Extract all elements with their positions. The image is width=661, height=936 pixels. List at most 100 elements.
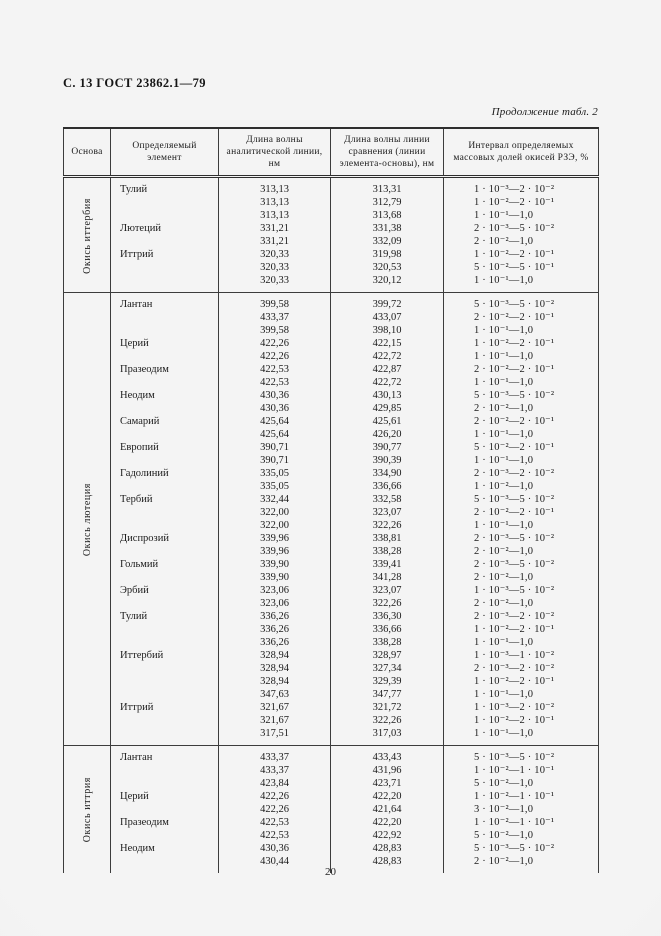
analytical-wavelength-cell: 422,26 [218, 803, 331, 816]
analytical-wavelength-cell: 336,26 [218, 623, 331, 636]
element-cell [110, 480, 219, 493]
table-row: 339,96 338,28 2 · 10⁻²—1,0 [64, 545, 599, 558]
analytical-wavelength-cell: 423,84 [218, 777, 331, 790]
table-row: 320,33 320,53 5 · 10⁻²—5 · 10⁻¹ [64, 261, 599, 274]
analytical-wavelength-cell: 313,13 [218, 209, 331, 222]
reference-wavelength-cell: 429,85 [330, 402, 444, 415]
reference-wavelength-cell: 425,61 [330, 415, 444, 428]
analytical-wavelength-cell: 430,36 [218, 842, 331, 855]
element-cell [110, 506, 219, 519]
table-row: 313,13 313,68 1 · 10⁻¹—1,0 [64, 209, 599, 222]
interval-cell: 1 · 10⁻¹—1,0 [443, 688, 599, 701]
base-oxide-cell: Окись иттербия [64, 177, 111, 293]
reference-wavelength-cell: 421,64 [330, 803, 444, 816]
interval-cell: 2 · 10⁻²—1,0 [443, 545, 599, 558]
table-row: Окись иттербия Тулий 313,13 313,31 1 · 10⁻³—… [64, 176, 599, 273]
interval-cell: 1 · 10⁻³—5 · 10⁻² [443, 584, 599, 597]
interval-cell: 2 · 10⁻³—5 · 10⁻² [443, 532, 599, 545]
table-row: Иттербий 328,94 328,97 1 · 10⁻³—1 · 10⁻² [64, 649, 599, 662]
table-row: 328,94 327,34 2 · 10⁻³—2 · 10⁻² [64, 662, 599, 675]
table-row: Тербий 332,44 332,58 5 · 10⁻³—5 · 10⁻² [64, 493, 599, 506]
element-cell: Европий [110, 441, 219, 454]
analytical-wavelength-cell: 320,33 [218, 274, 331, 293]
interval-cell: 1 · 10⁻¹—1,0 [443, 636, 599, 649]
reference-wavelength-cell: 338,81 [330, 532, 444, 545]
interval-cell: 1 · 10⁻¹—1,0 [443, 350, 599, 363]
reference-wavelength-cell: 338,28 [330, 545, 444, 558]
element-cell [110, 675, 219, 688]
analytical-wavelength-cell: 322,00 [218, 506, 331, 519]
reference-wavelength-cell: 422,20 [330, 816, 444, 829]
table-row: Празеодим 422,53 422,20 1 · 10⁻²—1 · 10⁻¹ [64, 816, 599, 829]
analytical-wavelength-cell: 339,90 [218, 558, 331, 571]
element-cell [110, 376, 219, 389]
element-cell [110, 636, 219, 649]
reference-wavelength-cell: 321,72 [330, 701, 444, 714]
element-cell [110, 209, 219, 222]
col-header-element: Определяемый элемент [110, 128, 219, 178]
table-row: 422,53 422,92 5 · 10⁻²—1,0 [64, 829, 599, 842]
reference-wavelength-cell: 332,09 [330, 235, 444, 248]
page-title: С. 13 ГОСТ 23862.1—79 [63, 76, 206, 90]
reference-wavelength-cell: 334,90 [330, 467, 444, 480]
base-oxide-label: Окись иттрия [81, 777, 93, 843]
table-row: Гольмий 339,90 339,41 2 · 10⁻³—5 · 10⁻² [64, 558, 599, 571]
element-cell: Церий [110, 790, 219, 803]
element-cell [110, 454, 219, 467]
element-cell: Лантан [110, 745, 219, 764]
interval-cell: 2 · 10⁻³—2 · 10⁻² [443, 662, 599, 675]
analytical-wavelength-cell: 422,53 [218, 363, 331, 376]
interval-cell: 2 · 10⁻²—2 · 10⁻¹ [443, 311, 599, 324]
reference-wavelength-cell: 422,72 [330, 350, 444, 363]
reference-wavelength-cell: 338,28 [330, 636, 444, 649]
table-section: Окись лютеция Лантан 399,58 399,72 5 · 10⁻³—… [63, 292, 599, 746]
table-row: Иттрий 320,33 319,98 1 · 10⁻²—2 · 10⁻¹ [64, 248, 599, 261]
reference-wavelength-cell: 332,58 [330, 493, 444, 506]
analytical-wavelength-cell: 347,63 [218, 688, 331, 701]
analytical-wavelength-cell: 331,21 [218, 235, 331, 248]
table-row: 423,84 423,71 5 · 10⁻²—1,0 [64, 777, 599, 790]
table-row: 339,90 341,28 2 · 10⁻²—1,0 [64, 571, 599, 584]
analytical-wavelength-cell: 320,33 [218, 261, 331, 274]
element-cell [110, 428, 219, 441]
interval-cell: 1 · 10⁻²—2 · 10⁻¹ [443, 714, 599, 727]
interval-cell: 1 · 10⁻²—1 · 10⁻¹ [443, 816, 599, 829]
reference-wavelength-cell: 323,07 [330, 506, 444, 519]
table-row: Тулий 336,26 336,30 2 · 10⁻³—2 · 10⁻² [64, 610, 599, 623]
table-row: Эрбий 323,06 323,07 1 · 10⁻³—5 · 10⁻² [64, 584, 599, 597]
table-header: Основа Определяемый элемент Длина волны … [63, 128, 599, 178]
element-cell: Тулий [110, 176, 219, 196]
interval-cell: 2 · 10⁻²—1,0 [443, 402, 599, 415]
interval-cell: 1 · 10⁻¹—1,0 [443, 324, 599, 337]
reference-wavelength-cell: 336,30 [330, 610, 444, 623]
element-cell [110, 714, 219, 727]
analytical-wavelength-cell: 430,36 [218, 389, 331, 402]
analytical-wavelength-cell: 433,37 [218, 745, 331, 764]
interval-cell: 2 · 10⁻²—1,0 [443, 571, 599, 584]
reference-wavelength-cell: 339,41 [330, 558, 444, 571]
reference-wavelength-cell: 398,10 [330, 324, 444, 337]
table-row: 321,67 322,26 1 · 10⁻²—2 · 10⁻¹ [64, 714, 599, 727]
reference-wavelength-cell: 319,98 [330, 248, 444, 261]
element-cell: Тербий [110, 493, 219, 506]
table-row: Европий 390,71 390,77 5 · 10⁻²—2 · 10⁻¹ [64, 441, 599, 454]
interval-cell: 1 · 10⁻²—2 · 10⁻¹ [443, 248, 599, 261]
analytical-wavelength-cell: 422,26 [218, 337, 331, 350]
table-row: 336,26 338,28 1 · 10⁻¹—1,0 [64, 636, 599, 649]
analytical-wavelength-cell: 313,13 [218, 176, 331, 196]
analytical-wavelength-cell: 399,58 [218, 324, 331, 337]
element-cell [110, 519, 219, 532]
element-cell [110, 545, 219, 558]
analytical-wavelength-cell: 390,71 [218, 454, 331, 467]
element-cell: Празеодим [110, 816, 219, 829]
reference-wavelength-cell: 433,43 [330, 745, 444, 764]
table-row: 422,53 422,72 1 · 10⁻¹—1,0 [64, 376, 599, 389]
element-cell [110, 274, 219, 293]
analytical-wavelength-cell: 430,36 [218, 402, 331, 415]
table-row: 430,44 428,83 2 · 10⁻²—1,0 [64, 855, 599, 873]
interval-cell: 1 · 10⁻²—1 · 10⁻¹ [443, 764, 599, 777]
table-row: 331,21 332,09 2 · 10⁻²—1,0 [64, 235, 599, 248]
table-row: 433,37 433,07 2 · 10⁻²—2 · 10⁻¹ [64, 311, 599, 324]
table-row: Церий 422,26 422,15 1 · 10⁻²—2 · 10⁻¹ [64, 337, 599, 350]
